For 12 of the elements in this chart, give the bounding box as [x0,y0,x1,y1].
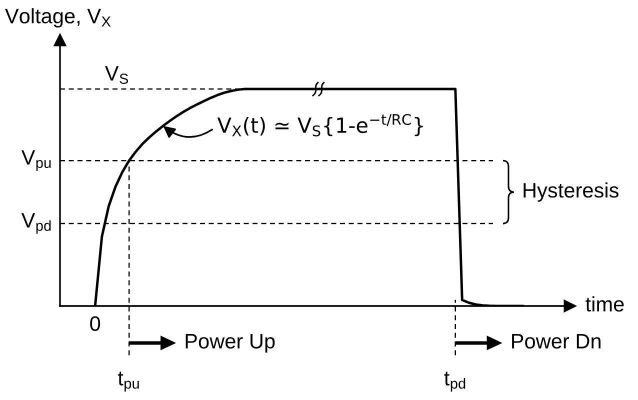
text: Power Dn [512,334,600,349]
x-axis-title: time [586,296,624,312]
x-tick-label: 0 [90,316,100,332]
ref-line-label: V$_{pu}$ [21,150,51,171]
ref-line-label: V$_{pd}$ [21,213,51,234]
x-tick-label: t$_{pd}$ [444,372,466,392]
annotation: Hysteresis [524,182,618,202]
y-axis-title: Voltage, V$_{X}$ [5,8,111,28]
ref-line-label: V$_{S}$ [104,66,128,84]
x-tick-label: t$_{pu}$ [118,372,139,392]
text: Power Up [186,334,275,353]
annotation: V$_{X}$(t) ≃ V$_{S}${1-e$^{−t/RC}$} [217,114,423,136]
